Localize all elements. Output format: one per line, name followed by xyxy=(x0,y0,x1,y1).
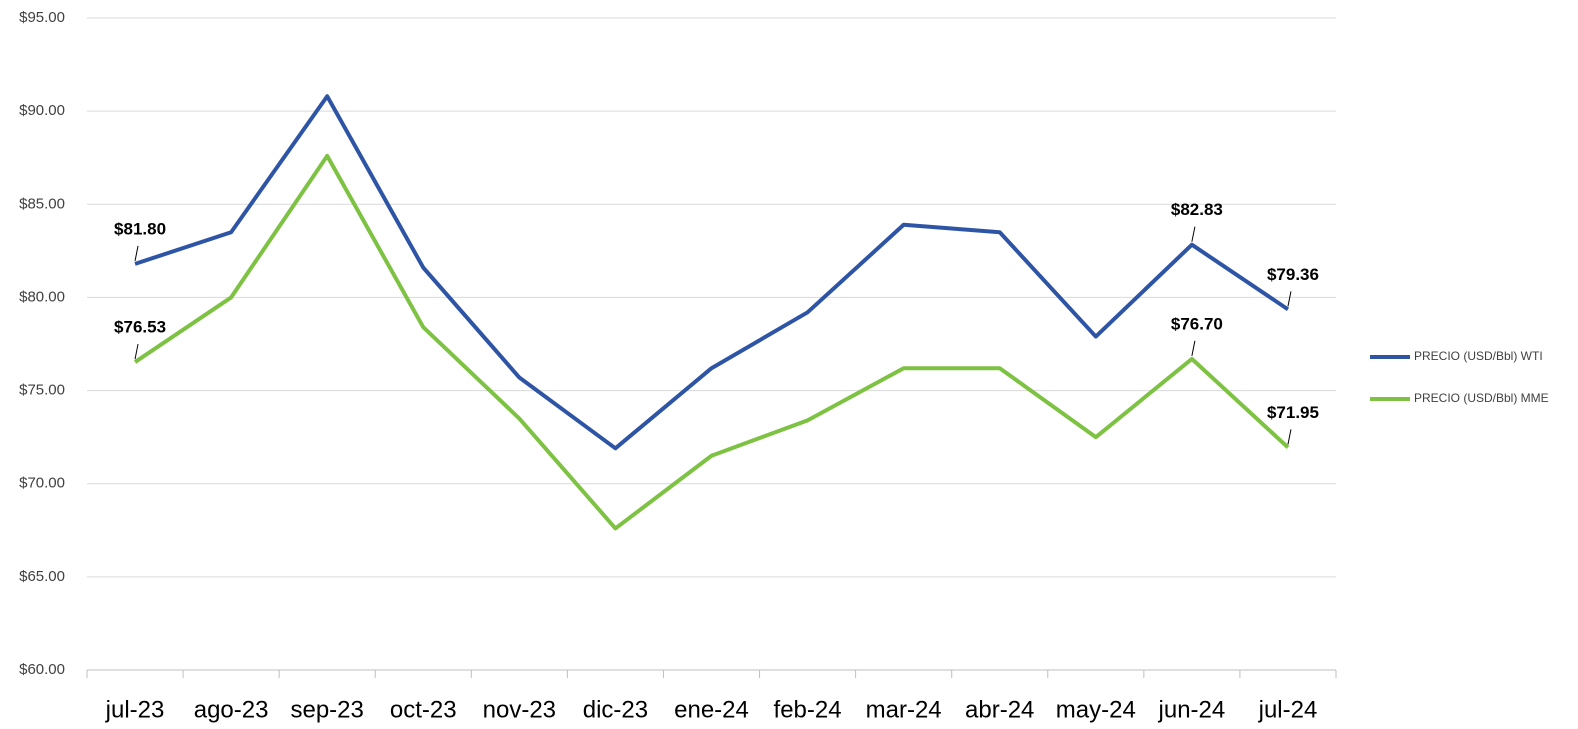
x-tick-label: mar-24 xyxy=(866,696,942,723)
series-line xyxy=(134,94,1290,451)
x-tick-label: abr-24 xyxy=(965,696,1034,723)
x-tick-label: jul-23 xyxy=(105,696,165,723)
value-label: $81.80 xyxy=(114,219,166,238)
y-tick-label: $70.00 xyxy=(19,475,65,492)
label-leader xyxy=(1191,226,1196,242)
x-tick-label: dic-23 xyxy=(583,696,648,723)
y-tick-label: $65.00 xyxy=(19,568,65,585)
x-tick-label: jun-24 xyxy=(1158,696,1226,723)
x-tick-label: feb-24 xyxy=(774,696,842,723)
x-tick-label: sep-23 xyxy=(290,696,363,723)
y-tick-label: $85.00 xyxy=(19,195,65,212)
value-label: $71.95 xyxy=(1267,403,1319,422)
label-leader xyxy=(134,343,139,360)
label-leader xyxy=(1287,429,1292,445)
value-label: $76.70 xyxy=(1171,314,1223,333)
x-tick-label: ene-24 xyxy=(674,696,749,723)
x-tick-label: ago-23 xyxy=(194,696,269,723)
legend-label: PRECIO (USD/Bbl) MME xyxy=(1414,391,1549,405)
value-label: $82.83 xyxy=(1171,200,1223,219)
value-label: $79.36 xyxy=(1267,265,1319,284)
x-tick-label: may-24 xyxy=(1056,696,1136,723)
label-leader xyxy=(134,245,139,261)
x-tick-label: oct-23 xyxy=(390,696,457,723)
y-tick-label: $80.00 xyxy=(19,288,65,305)
y-tick-label: $75.00 xyxy=(19,382,65,399)
x-tick-label: nov-23 xyxy=(483,696,556,723)
y-tick-label: $90.00 xyxy=(19,102,65,119)
label-leader xyxy=(1191,340,1196,357)
legend-label: PRECIO (USD/Bbl) WTI xyxy=(1414,349,1543,363)
label-leader xyxy=(1287,291,1292,307)
value-label: $76.53 xyxy=(114,318,166,337)
y-tick-label: $60.00 xyxy=(19,661,65,678)
series-line xyxy=(133,153,1290,531)
y-tick-label: $95.00 xyxy=(19,9,65,26)
x-tick-label: jul-24 xyxy=(1258,696,1318,723)
